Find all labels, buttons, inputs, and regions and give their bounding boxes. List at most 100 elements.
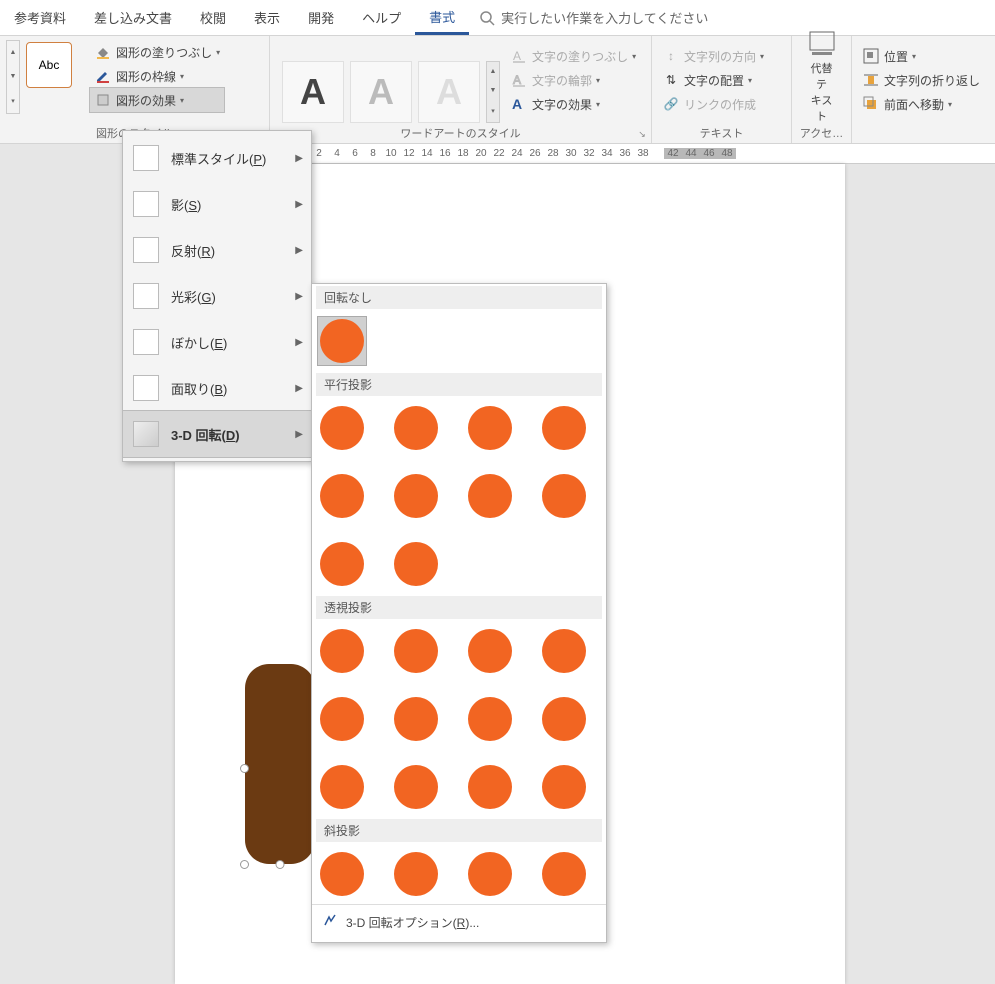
rotation-preset-perspective-7[interactable] [466,695,514,743]
chevron-down-icon: ▾ [748,76,752,85]
menu-reflection[interactable]: 反射(R) ▶ [123,227,311,273]
rotation-preset-parallel-2[interactable] [392,404,440,452]
submenu-arrow-icon: ▶ [295,337,303,348]
group-wordart-styles: A A A ▲ ▼ ▾ A 文字の塗りつぶし ▾ A 文字の輪郭 ▾ [270,36,652,143]
tab-developer[interactable]: 開発 [294,0,348,35]
chevron-down-icon: ▾ [912,52,916,61]
rotation-preset-perspective-3[interactable] [466,627,514,675]
tab-help[interactable]: ヘルプ [348,0,415,35]
rotation-preset-parallel-1[interactable] [318,404,366,452]
selected-shape[interactable] [245,664,315,864]
text-effects-button[interactable]: A 文字の効果 ▾ [506,92,640,116]
rotation-preset-perspective-10[interactable] [392,763,440,811]
glow-icon [133,283,159,309]
ribbon-content: ▲ ▼ ▾ Abc 図形の塗りつぶし ▾ 図形の枠線 ▾ [0,36,995,144]
rotation-preset-perspective-2[interactable] [392,627,440,675]
menu-glow-label: 光彩(G) [171,287,216,306]
group-shape-styles: ▲ ▼ ▾ Abc 図形の塗りつぶし ▾ 図形の枠線 ▾ [0,36,270,143]
rotation-options-label: 3-D 回転オプション(R)... [346,914,479,931]
wordart-preset-3[interactable]: A [418,61,480,123]
rotation-preset-perspective-6[interactable] [392,695,440,743]
shape-fill-label: 図形の塗りつぶし [116,44,212,61]
shape-fill-button[interactable]: 図形の塗りつぶし ▾ [90,40,224,64]
rotation-preset-parallel-6[interactable] [392,472,440,520]
pen-icon [94,67,112,85]
wrap-text-button[interactable]: 文字列の折り返し [858,68,984,92]
bring-forward-button[interactable]: 前面へ移動 ▾ [858,92,984,116]
chevron-down-icon: ▾ [596,100,600,109]
ruler-tick: 16 [436,148,454,159]
text-outline-icon: A [510,71,528,89]
rotation-preset-oblique-1[interactable] [318,850,366,898]
ruler-tick: 34 [598,148,616,159]
rotation-preset-perspective-1[interactable] [318,627,366,675]
tab-view[interactable]: 表示 [240,0,294,35]
rotation-preset-perspective-11[interactable] [466,763,514,811]
wordart-gallery-scroll[interactable]: ▲ ▼ ▾ [486,61,500,123]
wordart-preset-1[interactable]: A [282,61,344,123]
chevron-up-icon[interactable]: ▲ [490,68,497,75]
alt-text-label: 代替テ キスト [806,60,837,124]
rotation-3d-gallery: 回転なし 平行投影 透視投影 斜投影 3-D 回転オプション(R)... [311,283,607,943]
menu-shadow[interactable]: 影(S) ▶ [123,181,311,227]
rotation-preset-perspective-4[interactable] [540,627,588,675]
menu-3d-rotation[interactable]: 3-D 回転(D) ▶ [123,411,311,457]
text-fill-icon: A [510,47,528,65]
rotation-preset-perspective-8[interactable] [540,695,588,743]
dialog-launcher-wordart[interactable]: ↘ [635,127,649,141]
rotation-preset-perspective-5[interactable] [318,695,366,743]
more-icon[interactable]: ▾ [491,107,495,115]
shape-outline-button[interactable]: 図形の枠線 ▾ [90,64,224,88]
text-align-button[interactable]: ⇅ 文字の配置 ▾ [658,68,768,92]
tab-format[interactable]: 書式 [415,0,469,35]
chevron-up-icon[interactable]: ▲ [10,49,17,56]
rotation-options-button[interactable]: 3-D 回転オプション(R)... [312,904,606,940]
rotation-preset-oblique-3[interactable] [466,850,514,898]
menu-soft-edges[interactable]: ぼかし(E) ▶ [123,319,311,365]
horizontal-ruler[interactable]: 2468101214161820222426283032343638424446… [310,144,995,164]
tab-mailings[interactable]: 差し込み文書 [80,0,186,35]
tab-references[interactable]: 参考資料 [0,0,80,35]
menu-preset[interactable]: 標準スタイル(P) ▶ [123,135,311,181]
shape-style-preset[interactable]: Abc [26,42,72,88]
rotation-preset-none[interactable] [318,317,366,365]
menu-bevel-label: 面取り(B) [171,379,227,398]
shape-style-gallery-scroll[interactable]: ▲ ▼ ▾ [6,40,20,114]
menu-bevel[interactable]: 面取り(B) ▶ [123,365,311,411]
shape-effects-button[interactable]: 図形の効果 ▾ [90,88,224,112]
rotation-preset-perspective-12[interactable] [540,763,588,811]
group-label-accessibility: アクセ… [792,125,851,141]
rotation-preset-parallel-4[interactable] [540,404,588,452]
ruler-tick: 32 [580,148,598,159]
text-fill-button: A 文字の塗りつぶし ▾ [506,44,640,68]
gallery-section-oblique: 斜投影 [316,819,602,842]
wordart-preset-2[interactable]: A [350,61,412,123]
rotation-preset-parallel-5[interactable] [318,472,366,520]
resize-handle-bl[interactable] [240,860,249,869]
resize-handle-bottom[interactable] [276,860,285,869]
rotation-preset-parallel-3[interactable] [466,404,514,452]
alt-text-button[interactable]: 代替テ キスト [798,40,845,114]
rotation-preset-parallel-10[interactable] [392,540,440,588]
position-button[interactable]: 位置 ▾ [858,44,984,68]
rotation-preset-perspective-9[interactable] [318,763,366,811]
rotation-preset-parallel-7[interactable] [466,472,514,520]
tab-review[interactable]: 校閲 [186,0,240,35]
rotation-preset-parallel-9[interactable] [318,540,366,588]
gallery-section-no-rotation: 回転なし [316,286,602,309]
rotation-preset-parallel-8[interactable] [540,472,588,520]
create-link-label: リンクの作成 [684,96,756,113]
shape-effects-label: 図形の効果 [116,92,176,109]
submenu-arrow-icon: ▶ [295,291,303,302]
menu-glow[interactable]: 光彩(G) ▶ [123,273,311,319]
more-icon[interactable]: ▾ [11,97,15,105]
rotation-preset-oblique-2[interactable] [392,850,440,898]
chevron-down-icon: ▾ [760,52,764,61]
rotation-preset-oblique-4[interactable] [540,850,588,898]
chevron-down-icon[interactable]: ▼ [10,73,17,80]
tell-me-search[interactable]: 実行したい作業を入力してください [479,8,708,27]
resize-handle-left[interactable] [240,764,249,773]
chevron-down-icon[interactable]: ▼ [490,87,497,94]
link-icon: 🔗 [662,95,680,113]
ruler-tick: 36 [616,148,634,159]
